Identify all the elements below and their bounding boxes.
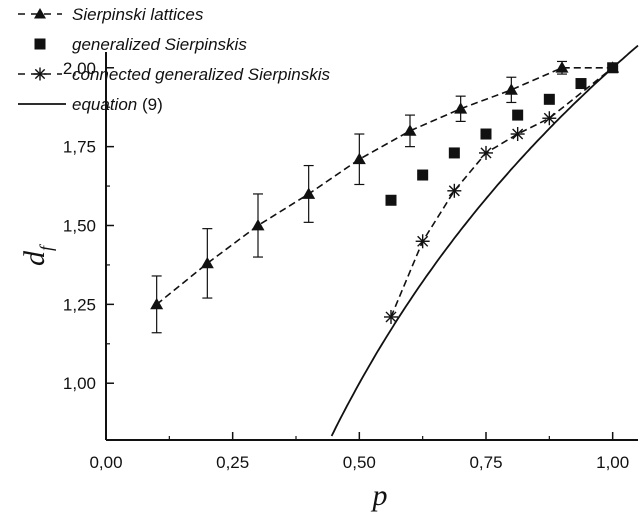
- square-point: [575, 78, 587, 90]
- square-point: [385, 194, 397, 206]
- series-sierpinski-lattices-line: [156, 66, 613, 305]
- triangle-point: [150, 297, 164, 310]
- x-tick-label: 0,25: [216, 453, 249, 472]
- axes: 0,00 0,25 0,50 0,75 1,00 1,00 1,25 1,50 1,75 2,00: [63, 52, 638, 472]
- asterisk-point: [384, 309, 398, 324]
- legend: Sierpinski lattices generalized Sierpinsk…: [18, 5, 330, 114]
- square-point: [543, 93, 555, 105]
- triangle-point: [200, 256, 214, 269]
- square-point: [607, 62, 619, 74]
- y-tick-label: 1,00: [63, 374, 96, 393]
- y-axis-label-main: d: [18, 250, 51, 266]
- legend-label-sierpinski-lattices: Sierpinski lattices: [72, 5, 204, 24]
- series-equation-9-line: [330, 44, 639, 437]
- legend-marker-triangle: [34, 8, 46, 19]
- square-point: [480, 128, 492, 140]
- x-axis-label: p: [371, 479, 388, 512]
- triangle-point: [403, 124, 417, 136]
- triangle-point: [352, 152, 366, 165]
- legend-marker-square: [34, 38, 46, 50]
- x-tick-label: 0,75: [469, 453, 502, 472]
- triangle-point: [504, 83, 518, 95]
- legend-label-equation-9: equation (9): [72, 95, 163, 114]
- square-point: [448, 147, 460, 159]
- square-point: [512, 109, 524, 121]
- asterisk-point: [510, 127, 525, 142]
- square-point: [417, 169, 429, 181]
- legend-marker-asterisk: [33, 67, 47, 81]
- y-tick-label: 1,25: [63, 295, 96, 314]
- x-tick-label: 0,00: [89, 453, 122, 472]
- triangle-point: [302, 187, 316, 199]
- x-tick-label: 0,50: [343, 453, 376, 472]
- plot-area: [150, 44, 639, 437]
- y-tick-label: 1,75: [63, 138, 96, 157]
- asterisk-point: [542, 111, 557, 126]
- y-axis-label: df: [18, 243, 56, 266]
- asterisk-point: [479, 145, 493, 160]
- legend-label-connected-generalized-sierpinskis: connected generalized Sierpinskis: [72, 65, 330, 84]
- y-axis-label-subscript: f: [36, 243, 56, 251]
- legend-label-generalized-sierpinskis: generalized Sierpinskis: [72, 35, 247, 54]
- x-tick-label: 1,00: [596, 453, 629, 472]
- y-tick-label: 1,50: [63, 216, 96, 235]
- y-tick-label: 2,00: [63, 59, 96, 78]
- triangle-point: [251, 218, 265, 231]
- triangle-point: [454, 102, 468, 114]
- asterisk-point: [447, 183, 462, 198]
- asterisk-point: [415, 234, 430, 249]
- triangle-point: [555, 61, 569, 73]
